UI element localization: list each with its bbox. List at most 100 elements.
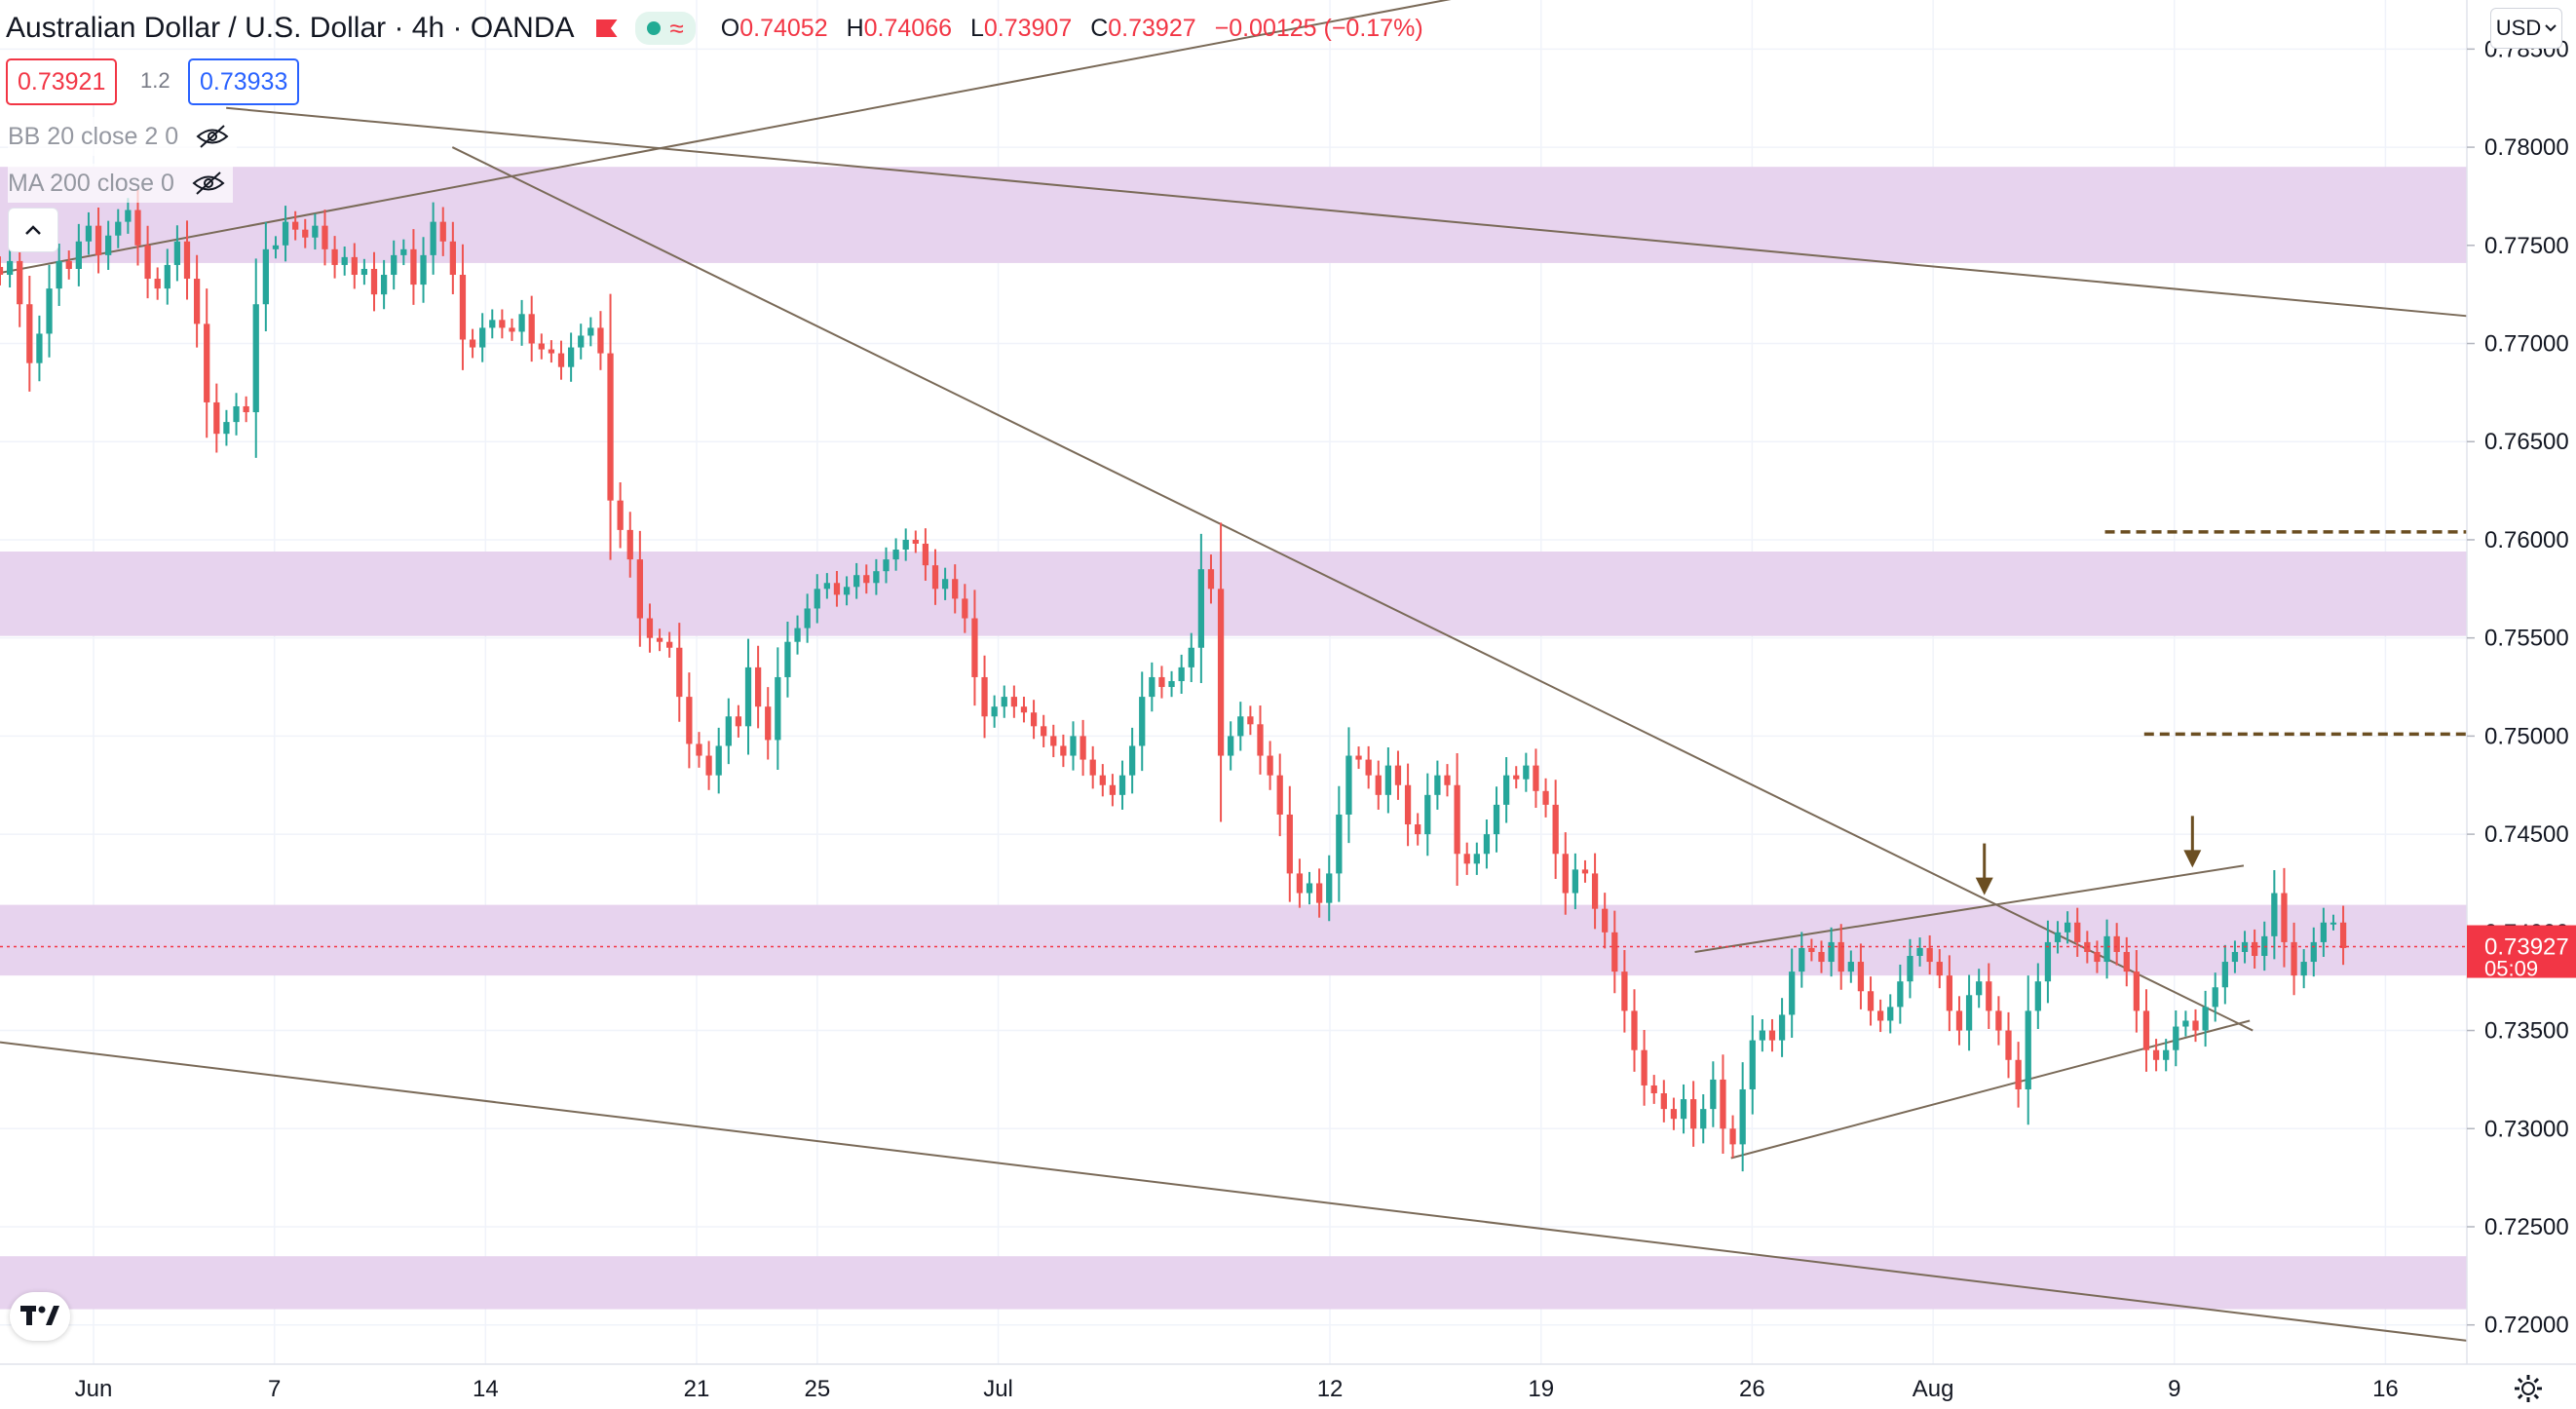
- ohlc-readout: O0.74052 H0.74066 L0.73907 C0.73927 −0.0…: [720, 14, 1423, 42]
- candle-body: [853, 575, 860, 588]
- candle-body: [1237, 716, 1244, 737]
- candle-body: [804, 608, 811, 628]
- candle-body: [469, 339, 476, 348]
- candle-body: [0, 266, 4, 276]
- indicator-bb[interactable]: BB 20 close 2 0: [8, 117, 238, 156]
- candle-body: [1857, 962, 1865, 992]
- price-tick-label: 0.73000: [2484, 1116, 2569, 1142]
- candle-body: [1394, 765, 1402, 785]
- candle-body: [1355, 755, 1362, 760]
- trendline: [1694, 864, 2245, 953]
- candle-body: [1041, 726, 1047, 737]
- indicator-ma[interactable]: MA 200 close 0: [8, 164, 233, 203]
- candle-body: [85, 225, 93, 242]
- market-status-pill[interactable]: ≈: [634, 12, 696, 45]
- candle-body: [134, 209, 141, 246]
- candle-body: [607, 353, 614, 501]
- symbol-title[interactable]: Australian Dollar / U.S. Dollar · 4h · O…: [6, 12, 575, 44]
- candle-body: [666, 641, 673, 648]
- candle-body: [1158, 676, 1165, 688]
- candle-body: [282, 221, 289, 246]
- candle-body: [1650, 1085, 1657, 1094]
- candle-body: [479, 327, 486, 348]
- candle-body: [1916, 947, 1923, 957]
- currency-selector[interactable]: USD: [2490, 8, 2562, 49]
- candle-body: [1336, 814, 1343, 874]
- candle-body: [1887, 1007, 1894, 1021]
- candle-body: [696, 743, 702, 756]
- eye-crossed-icon[interactable]: [196, 124, 229, 149]
- candle-body: [1936, 962, 1943, 976]
- sell-price-button[interactable]: 0.73921: [6, 58, 118, 105]
- candle-body: [2252, 941, 2258, 957]
- candle-body: [1434, 775, 1441, 795]
- chevron-up-icon: [25, 225, 41, 235]
- candle-body: [1976, 981, 1983, 996]
- candle-body: [656, 637, 663, 642]
- gear-icon[interactable]: [2512, 1372, 2545, 1405]
- candle-body: [1837, 941, 1844, 972]
- candle-body: [1247, 716, 1254, 725]
- candle-body: [459, 275, 467, 340]
- candle-body: [322, 225, 328, 249]
- candle-body: [272, 245, 280, 249]
- candle-body: [2182, 1020, 2189, 1027]
- time-tick-label: 19: [1528, 1376, 1554, 1402]
- eye-crossed-icon[interactable]: [192, 171, 225, 196]
- candle-body: [144, 245, 151, 280]
- candle-body: [2142, 1010, 2150, 1050]
- candle-body: [1326, 873, 1333, 903]
- candle-body: [1168, 680, 1175, 688]
- candle-body: [292, 221, 299, 230]
- candle-body: [952, 579, 959, 599]
- candle-body: [794, 628, 801, 642]
- candle-body: [2291, 941, 2297, 976]
- candle-body: [233, 405, 240, 423]
- price-tick-label: 0.76500: [2484, 429, 2569, 455]
- candle-body: [1680, 1099, 1687, 1120]
- candle-body: [302, 229, 309, 238]
- candle-body: [252, 304, 259, 413]
- candle-body: [1995, 1010, 2002, 1031]
- trendlines: [0, 0, 2468, 1342]
- candle-body: [2221, 962, 2228, 988]
- candle-body: [2044, 941, 2052, 982]
- trendline: [226, 106, 2468, 318]
- flag-icon[interactable]: [595, 19, 618, 37]
- candle-body: [1473, 854, 1480, 864]
- time-axis-bg: [0, 1364, 2576, 1409]
- price-tick-label: 0.78000: [2484, 134, 2569, 161]
- candle-body: [744, 666, 752, 727]
- candle-body: [1188, 647, 1194, 667]
- candle-body: [1128, 745, 1136, 776]
- candle-body: [686, 697, 693, 744]
- candle-body: [1768, 1030, 1776, 1041]
- time-tick-label: 16: [2372, 1376, 2399, 1402]
- candle-body: [1778, 1014, 1786, 1041]
- price-zone: [0, 552, 2467, 636]
- candle-body: [1345, 755, 1352, 815]
- candle-body: [1602, 908, 1609, 933]
- candle-body: [587, 327, 594, 336]
- candle-body: [1581, 869, 1589, 874]
- time-tick-label: 7: [268, 1376, 281, 1402]
- candle-body: [843, 587, 851, 595]
- time-tick-label: 26: [1739, 1376, 1765, 1402]
- candle-body: [912, 539, 919, 544]
- candle-body: [6, 260, 14, 276]
- candle-body: [548, 349, 555, 354]
- collapse-legend-button[interactable]: [8, 208, 58, 252]
- candle-body: [499, 320, 506, 328]
- tradingview-logo[interactable]: [10, 1292, 70, 1341]
- candle-body: [1986, 981, 1992, 1011]
- candle-body: [223, 422, 230, 435]
- dashed-target-levels: [2104, 530, 2534, 737]
- candle-body: [775, 676, 781, 741]
- candle-body: [164, 264, 170, 289]
- buy-price-button[interactable]: 0.73933: [188, 58, 300, 105]
- candle-body: [725, 716, 732, 746]
- candle-body: [1897, 981, 1904, 1008]
- candle-body: [2152, 1049, 2160, 1060]
- candle-body: [1621, 971, 1628, 1011]
